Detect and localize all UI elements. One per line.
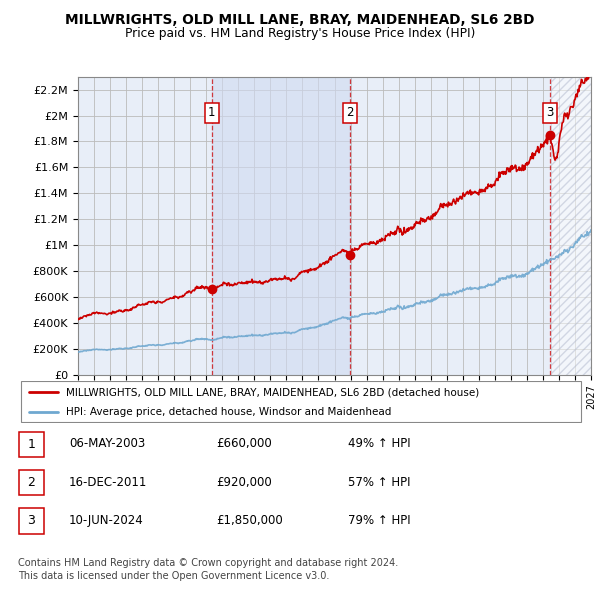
Text: MILLWRIGHTS, OLD MILL LANE, BRAY, MAIDENHEAD, SL6 2BD: MILLWRIGHTS, OLD MILL LANE, BRAY, MAIDEN… <box>65 13 535 27</box>
Text: 1: 1 <box>208 106 215 119</box>
Text: 2: 2 <box>28 476 35 489</box>
Text: 10-JUN-2024: 10-JUN-2024 <box>69 514 144 527</box>
Text: Price paid vs. HM Land Registry's House Price Index (HPI): Price paid vs. HM Land Registry's House … <box>125 27 475 40</box>
Text: This data is licensed under the Open Government Licence v3.0.: This data is licensed under the Open Gov… <box>18 571 329 581</box>
FancyBboxPatch shape <box>21 381 581 422</box>
Text: 57% ↑ HPI: 57% ↑ HPI <box>348 476 410 489</box>
Text: MILLWRIGHTS, OLD MILL LANE, BRAY, MAIDENHEAD, SL6 2BD (detached house): MILLWRIGHTS, OLD MILL LANE, BRAY, MAIDEN… <box>66 387 479 397</box>
Text: 2: 2 <box>346 106 353 119</box>
Text: 3: 3 <box>28 514 35 527</box>
Text: 49% ↑ HPI: 49% ↑ HPI <box>348 437 410 450</box>
FancyBboxPatch shape <box>19 470 44 496</box>
Text: Contains HM Land Registry data © Crown copyright and database right 2024.: Contains HM Land Registry data © Crown c… <box>18 558 398 568</box>
Text: 06-MAY-2003: 06-MAY-2003 <box>69 437 145 450</box>
Bar <box>551 77 591 375</box>
Text: 3: 3 <box>546 106 554 119</box>
Text: £920,000: £920,000 <box>216 476 272 489</box>
Text: £1,850,000: £1,850,000 <box>216 514 283 527</box>
FancyBboxPatch shape <box>19 431 44 457</box>
Text: HPI: Average price, detached house, Windsor and Maidenhead: HPI: Average price, detached house, Wind… <box>66 407 392 417</box>
Bar <box>212 77 350 375</box>
FancyBboxPatch shape <box>19 508 44 534</box>
Text: £660,000: £660,000 <box>216 437 272 450</box>
Text: 79% ↑ HPI: 79% ↑ HPI <box>348 514 410 527</box>
Text: 16-DEC-2011: 16-DEC-2011 <box>69 476 148 489</box>
Bar <box>551 77 591 375</box>
Text: 1: 1 <box>28 438 35 451</box>
